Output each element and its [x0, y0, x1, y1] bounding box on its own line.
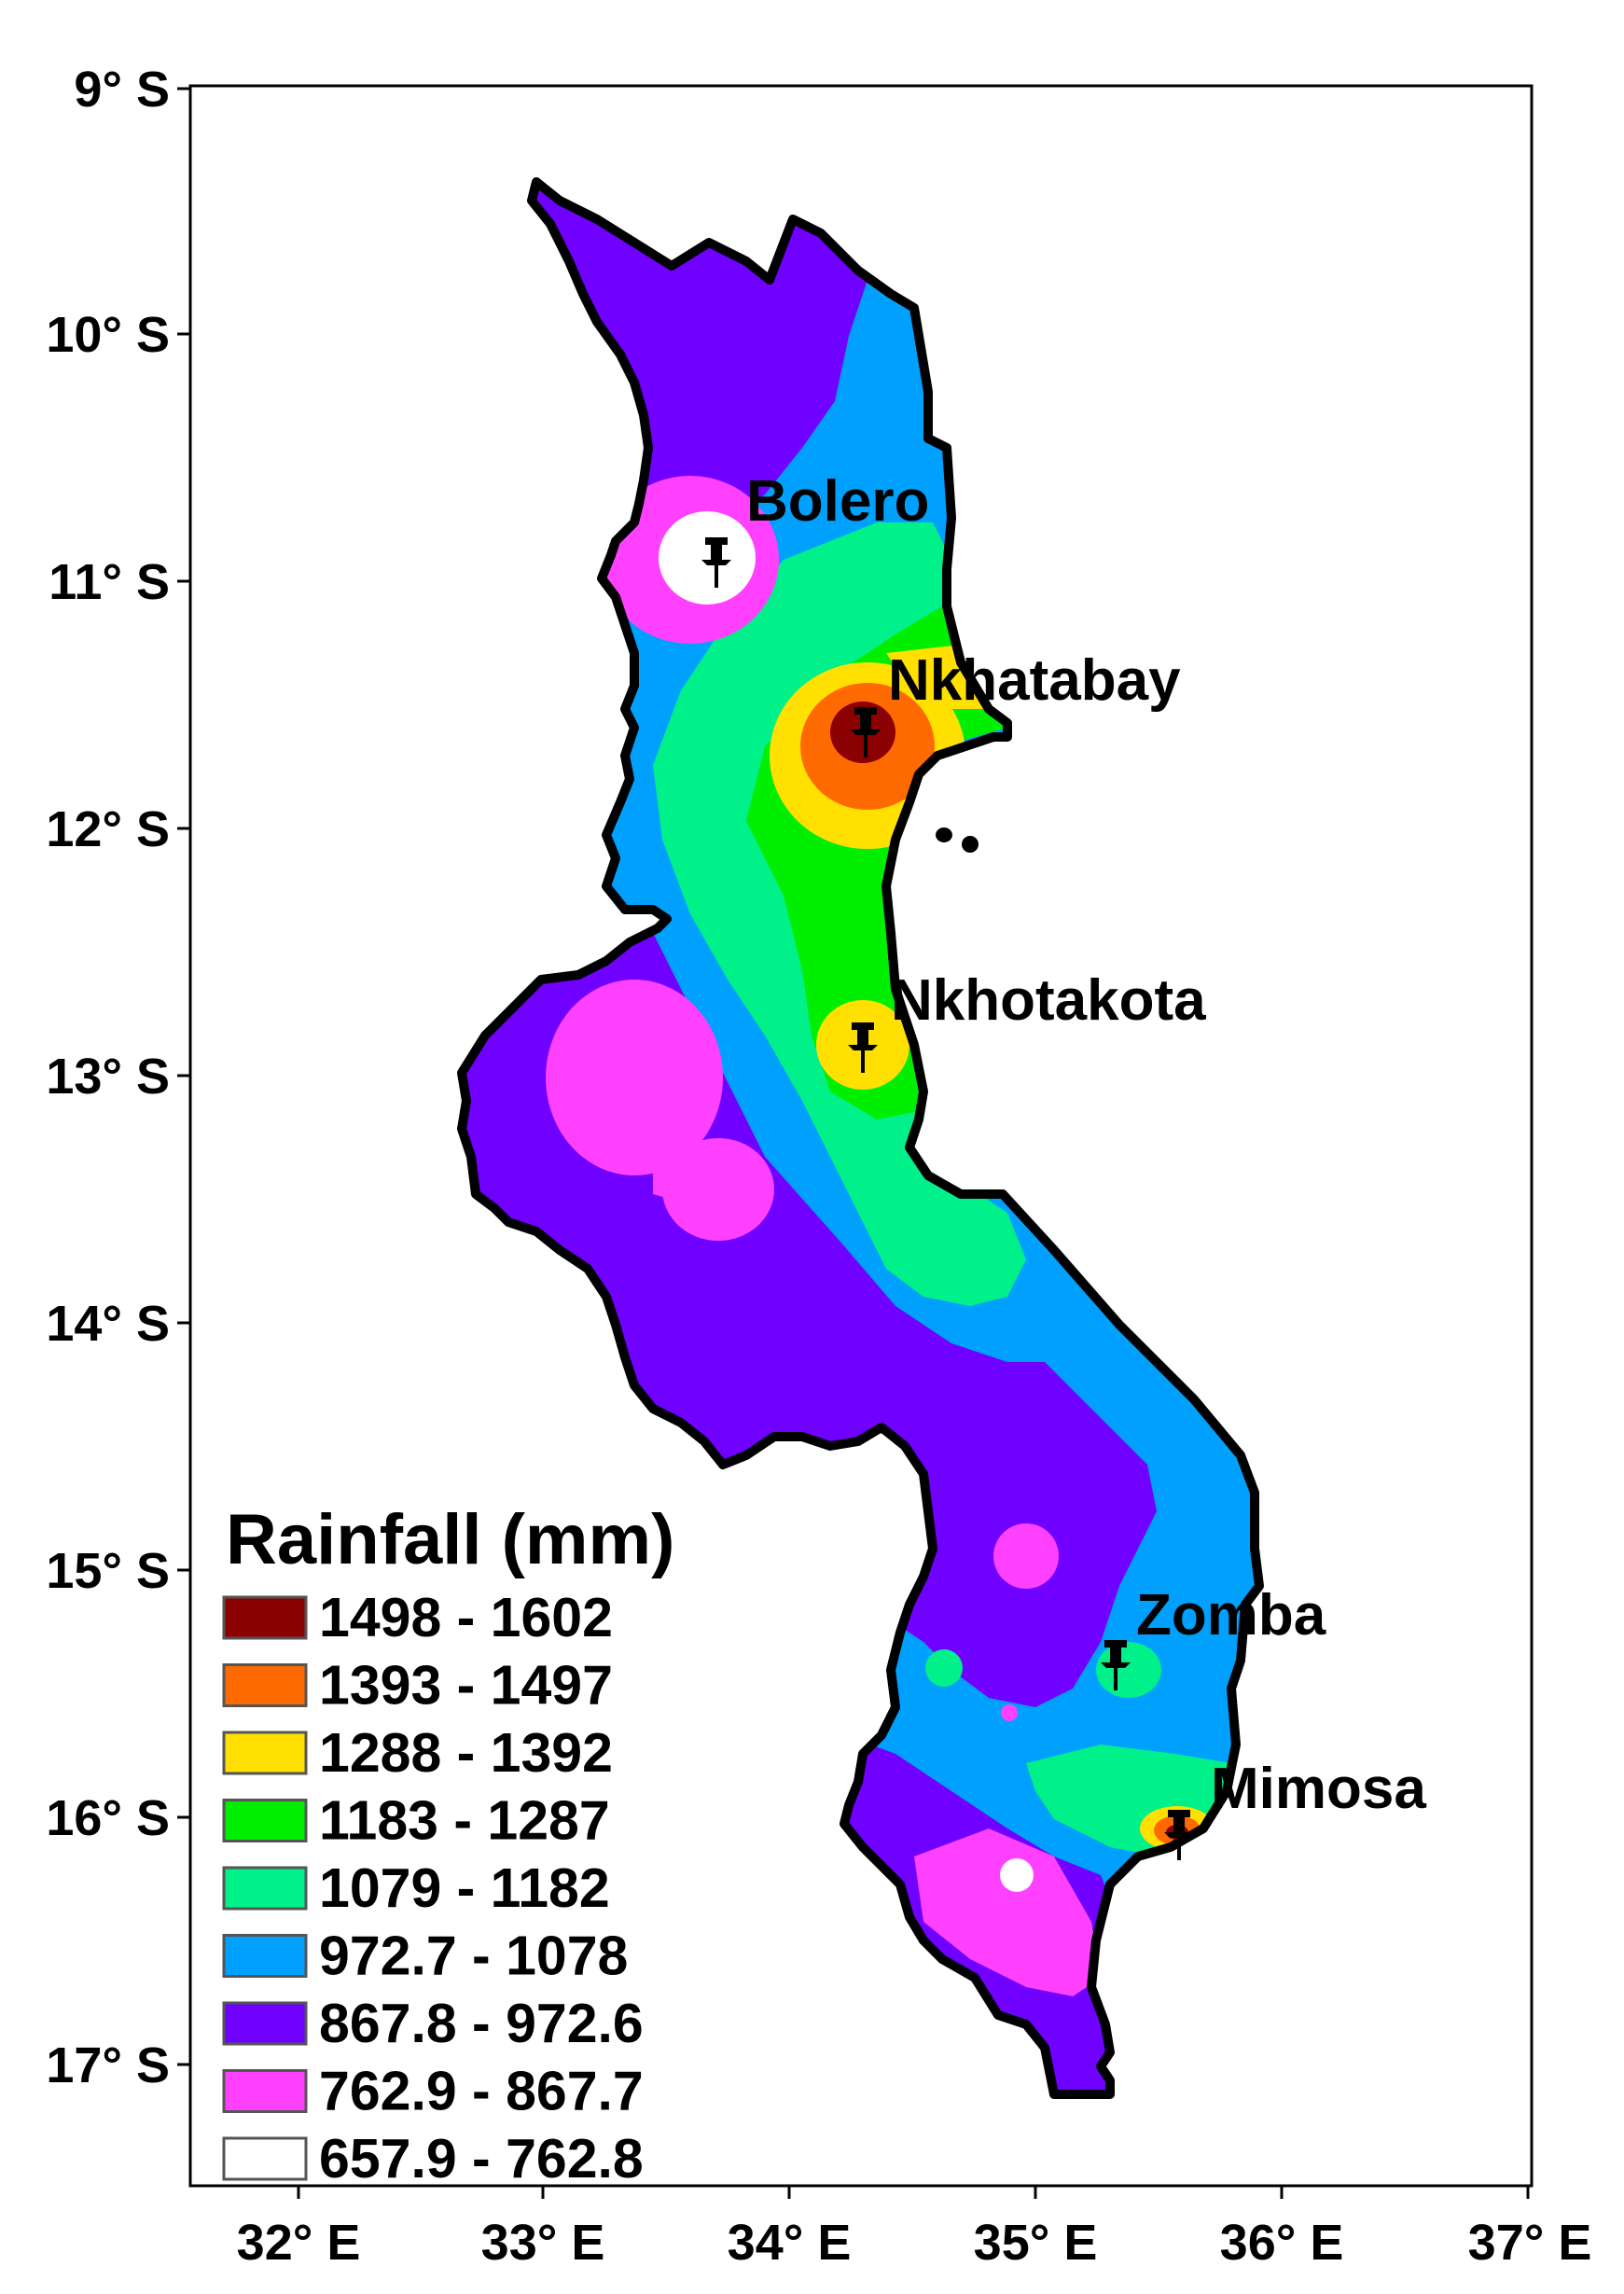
zone-762-central: [993, 1523, 1059, 1589]
island: [962, 836, 979, 853]
place-label-nkhotakota: Nkhotakota: [891, 968, 1206, 1033]
y-tick-label: 14° S: [46, 1296, 170, 1352]
legend-title: Rainfall (mm): [226, 1500, 674, 1579]
legend-swatch: [222, 2136, 308, 2181]
legend-swatch: [222, 2069, 308, 2113]
pushpin-icon: [701, 537, 731, 588]
zone-762-south: [914, 1828, 1101, 1996]
legend-label: 762.9 - 867.7: [319, 2061, 644, 2122]
y-axis: [177, 87, 190, 2066]
legend-swatch: [222, 1866, 308, 1911]
x-tick-label: 37° E: [1468, 2215, 1592, 2271]
legend-swatch: [222, 1595, 308, 1640]
legend-label: 1393 - 1497: [319, 1655, 613, 1717]
x-tick-label: 32° E: [237, 2215, 361, 2271]
place-label-nkhatabay: Nkhatabay: [888, 648, 1181, 713]
y-tick-label: 11° S: [49, 554, 170, 610]
legend-swatch: [222, 1663, 308, 1707]
pushpin-icon: [851, 707, 881, 758]
y-tick-label: 12° S: [46, 801, 170, 857]
place-label-zomba: Zomba: [1136, 1583, 1326, 1648]
y-tick-label: 16° S: [46, 1790, 170, 1846]
x-tick-label: 34° E: [728, 2215, 852, 2271]
x-tick-label: 36° E: [1220, 2215, 1344, 2271]
legend-label: 657.9 - 762.8: [319, 2128, 644, 2190]
legend-label: 867.8 - 972.6: [319, 1993, 644, 2054]
legend-label: 1079 - 1182: [319, 1857, 610, 1919]
y-tick-label: 17° S: [46, 2037, 170, 2093]
legend-swatch: [222, 2001, 308, 2046]
place-label-mimosa: Mimosa: [1211, 1757, 1426, 1821]
y-tick-label: 9° S: [74, 62, 170, 118]
zone-657-bolero: [659, 511, 756, 605]
legend: Rainfall (mm) 1498 - 1602 1393 - 14971288…: [222, 1500, 674, 2190]
x-tick-label: 33° E: [481, 2215, 605, 2271]
pushpin-icon: [848, 1022, 878, 1073]
x-axis: [297, 2186, 1530, 2199]
zone-657-south: [1000, 1858, 1034, 1892]
pushpin-icon: [1164, 1810, 1194, 1860]
legend-label: 1288 - 1392: [319, 1722, 613, 1784]
zone-1079-zomba: [1096, 1642, 1161, 1698]
island: [936, 827, 952, 842]
legend-swatch: [222, 1731, 308, 1775]
legend-label: 972.7 - 1078: [319, 1926, 628, 1987]
y-tick-label: 10° S: [46, 307, 170, 363]
y-tick-label: 13° S: [46, 1049, 170, 1105]
x-tick-label: 35° E: [974, 2215, 1098, 2271]
place-label-bolero: Bolero: [746, 469, 929, 534]
legend-swatch: [222, 1934, 308, 1978]
pushpin-icon: [1101, 1640, 1131, 1690]
legend-label: 1183 - 1287: [319, 1790, 610, 1852]
legend-swatch: [222, 1799, 308, 1842]
legend-label: 1498 - 1602: [319, 1587, 613, 1648]
zone-762-west: [546, 980, 723, 1175]
y-tick-label: 15° S: [46, 1543, 170, 1599]
